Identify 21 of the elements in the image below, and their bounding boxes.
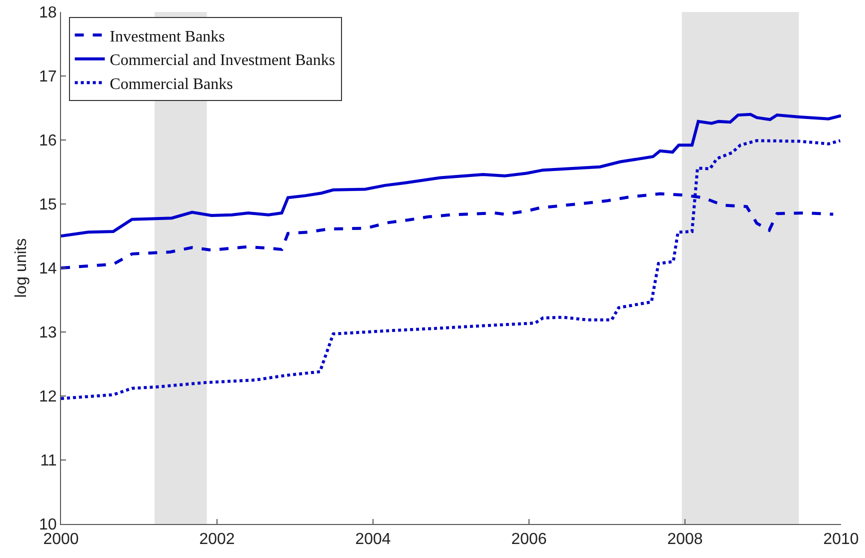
x-tick-label: 2010 (823, 531, 859, 548)
y-tick-label: 11 (40, 452, 57, 470)
x-tick-label: 2002 (199, 531, 235, 548)
x-tick-label: 2006 (511, 531, 547, 548)
y-tick-label: 16 (39, 132, 57, 150)
y-tick-label: 18 (39, 4, 57, 22)
x-tick-label: 2000 (43, 531, 79, 548)
y-tick-label: 12 (39, 388, 57, 406)
legend-label: Commercial and Investment Banks (110, 52, 336, 70)
x-tick-label: 2004 (355, 531, 391, 548)
legend-label: Commercial Banks (110, 76, 233, 93)
y-axis-title: log units (12, 238, 30, 298)
y-tick-label: 15 (39, 196, 57, 214)
legend-label: Investment Banks (110, 28, 225, 46)
y-tick-label: 14 (39, 260, 57, 278)
y-tick-label: 17 (39, 68, 57, 86)
y-tick-label: 13 (39, 324, 57, 342)
line-series (61, 139, 841, 400)
y-tick-label: 10 (39, 516, 57, 534)
line-series (61, 112, 841, 238)
x-tick-label: 2008 (667, 531, 703, 548)
